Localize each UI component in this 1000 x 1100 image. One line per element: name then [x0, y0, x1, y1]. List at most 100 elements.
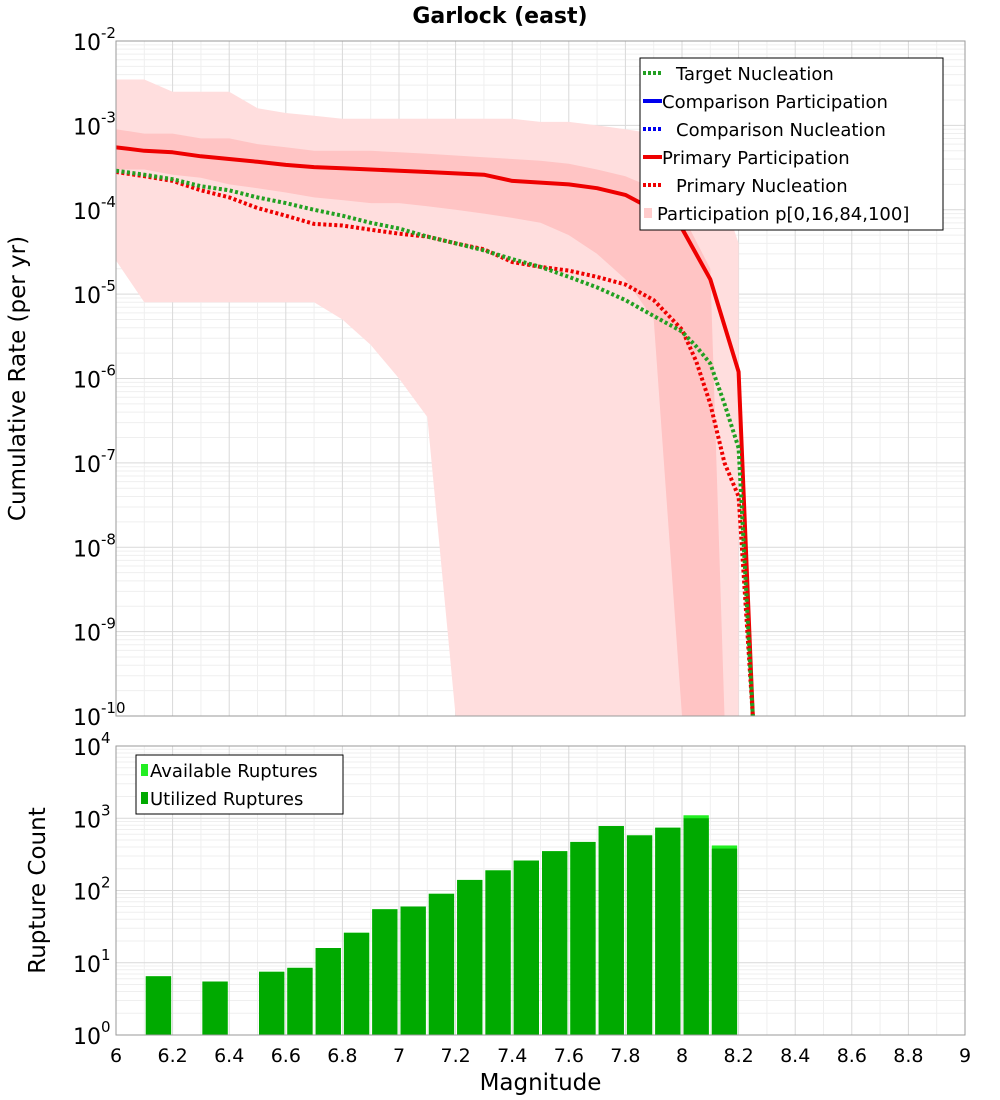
bar-utilized-ruptures [372, 909, 398, 1035]
y-tick-label-top: 10-7 [73, 446, 116, 478]
y-tick-exponent: 3 [101, 801, 111, 819]
bar-utilized-ruptures [626, 835, 653, 1035]
y-tick-label-top: 10-3 [73, 108, 116, 140]
legend-label: Participation p[0,16,84,100] [657, 204, 909, 225]
y-tick-base: 10 [73, 881, 101, 906]
x-tick-label: 6.2 [157, 1045, 187, 1067]
bar-utilized-ruptures [343, 932, 370, 1035]
x-tick-label: 8.2 [723, 1045, 753, 1067]
y-tick-base: 10 [73, 453, 101, 478]
x-tick-label: 6.8 [327, 1045, 357, 1067]
chart-title: Garlock (east) [412, 4, 587, 29]
bar-utilized-ruptures [513, 860, 539, 1035]
bar-utilized-ruptures [598, 826, 624, 1035]
x-tick-label: 7.2 [440, 1045, 470, 1067]
y-axis-label-bottom: Rupture Count [25, 807, 51, 973]
bar-utilized-ruptures [570, 841, 596, 1035]
y-axis-label-top: Cumulative Rate (per yr) [5, 236, 31, 521]
legend-swatch-bar [141, 764, 148, 776]
x-tick-label: 8.4 [780, 1045, 810, 1067]
y-tick-exponent: 0 [101, 1018, 111, 1036]
series-line-primary-nucleation [116, 170, 755, 716]
y-tick-base: 10 [73, 31, 101, 56]
x-tick-label: 7.8 [610, 1045, 640, 1067]
x-tick-label: 8.6 [837, 1045, 867, 1067]
y-tick-exponent: -10 [101, 699, 126, 717]
y-tick-base: 10 [73, 1025, 101, 1050]
x-tick-label: 8 [676, 1045, 688, 1067]
y-tick-exponent: -2 [101, 24, 116, 42]
y-tick-exponent: -3 [101, 108, 116, 126]
y-tick-label-bottom: 101 [73, 946, 111, 978]
x-tick-label: 7 [393, 1045, 405, 1067]
y-tick-label-top: 10-10 [73, 699, 126, 731]
legend-label: Primary Participation [662, 148, 850, 169]
x-tick-label: 8.8 [893, 1045, 923, 1067]
legend-box [135, 754, 344, 815]
y-tick-exponent: 4 [101, 729, 111, 747]
y-tick-label-top: 10-5 [73, 277, 116, 309]
y-tick-exponent: 1 [101, 946, 111, 964]
bottom-legend: Available Ruptures Utilized Ruptures [135, 754, 344, 815]
y-tick-exponent: -8 [101, 530, 116, 548]
legend-label: Comparison Participation [662, 92, 888, 113]
bar-utilized-ruptures [683, 818, 709, 1035]
top-legend: Target Nucleation Comparison Participatio… [639, 57, 944, 231]
y-tick-label-bottom: 104 [73, 729, 111, 761]
legend-label: Target Nucleation [675, 64, 834, 85]
x-tick-label: 6 [110, 1045, 122, 1067]
y-tick-label-top: 10-9 [73, 615, 116, 647]
y-tick-base: 10 [73, 284, 101, 309]
bar-utilized-ruptures [428, 893, 455, 1035]
bar-utilized-ruptures [457, 879, 483, 1035]
bar-utilized-ruptures [542, 851, 568, 1035]
x-axis-label: Magnitude [480, 1070, 602, 1096]
bottom-bars [145, 815, 738, 1035]
y-tick-exponent: -7 [101, 446, 116, 464]
x-tick-label: 7.6 [554, 1045, 584, 1067]
bar-utilized-ruptures [259, 971, 285, 1035]
y-tick-base: 10 [73, 369, 101, 394]
bar-utilized-ruptures [287, 967, 313, 1035]
y-tick-label-bottom: 102 [73, 874, 111, 906]
x-tick-label: 6.4 [214, 1045, 244, 1067]
y-tick-exponent: -5 [101, 277, 116, 295]
legend-box [639, 57, 944, 231]
bar-utilized-ruptures [655, 827, 681, 1035]
y-tick-label-top: 10-6 [73, 362, 116, 394]
y-tick-base: 10 [73, 622, 101, 647]
bar-utilized-ruptures [400, 906, 426, 1035]
top-frame [115, 40, 966, 717]
bar-utilized-ruptures [145, 976, 172, 1035]
y-tick-base: 10 [73, 706, 101, 731]
legend-label: Comparison Nucleation [676, 120, 886, 141]
bar-utilized-ruptures [485, 870, 511, 1035]
cumulative-rate-panel: 10-1010-910-810-710-610-510-410-310-2Cum… [5, 24, 966, 731]
bar-utilized-ruptures [315, 948, 341, 1035]
y-tick-base: 10 [73, 537, 101, 562]
y-tick-base: 10 [73, 115, 101, 140]
y-tick-exponent: 2 [101, 874, 111, 892]
bottom-frame [115, 745, 966, 1036]
bar-utilized-ruptures [202, 981, 228, 1035]
y-tick-base: 10 [73, 808, 101, 833]
legend-swatch-band [644, 208, 652, 218]
y-tick-exponent: -9 [101, 615, 116, 633]
legend-label: Utilized Ruptures [150, 789, 303, 810]
y-tick-label-top: 10-4 [73, 193, 116, 225]
x-tick-label: 9 [959, 1045, 971, 1067]
x-tick-label: 7.4 [497, 1045, 527, 1067]
y-tick-label-top: 10-8 [73, 530, 116, 562]
x-tick-label: 6.6 [271, 1045, 301, 1067]
y-tick-label-top: 10-2 [73, 24, 116, 56]
legend-label: Available Ruptures [150, 761, 318, 782]
legend-swatch-bar [141, 792, 148, 804]
y-tick-base: 10 [73, 953, 101, 978]
y-tick-exponent: -4 [101, 193, 116, 211]
y-tick-base: 10 [73, 736, 101, 761]
y-tick-label-bottom: 100 [73, 1018, 111, 1050]
bar-utilized-ruptures [711, 848, 738, 1035]
